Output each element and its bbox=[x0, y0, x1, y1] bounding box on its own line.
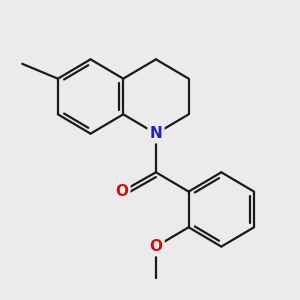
Text: O: O bbox=[149, 239, 162, 254]
Text: N: N bbox=[150, 126, 162, 141]
Text: O: O bbox=[115, 184, 128, 199]
